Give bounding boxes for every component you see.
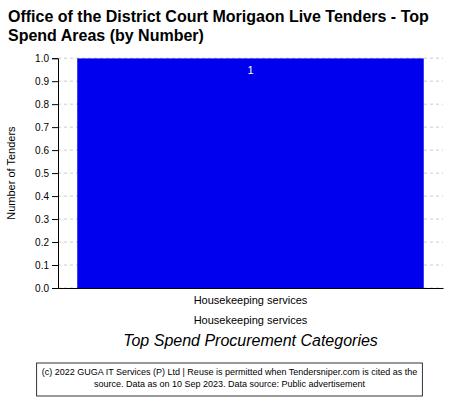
tick: 1.0 bbox=[35, 53, 58, 64]
tick-label: 0.1 bbox=[35, 260, 49, 271]
tick-mark bbox=[52, 127, 58, 128]
tick: 0.5 bbox=[35, 168, 58, 179]
tick: 0.1 bbox=[35, 260, 58, 271]
tick-label: 0.0 bbox=[35, 283, 49, 294]
tick-label: 1.0 bbox=[35, 53, 49, 64]
tick-mark bbox=[52, 288, 58, 289]
tick: 0.9 bbox=[35, 76, 58, 87]
axis-domain bbox=[59, 288, 444, 289]
category-annotation: Housekeeping services bbox=[194, 314, 308, 326]
footnote-box bbox=[37, 363, 423, 396]
data-label: 1 bbox=[247, 64, 253, 76]
tick: 0.6 bbox=[35, 145, 58, 156]
x-axis: Housekeeping services bbox=[59, 289, 444, 306]
tick-mark bbox=[52, 242, 58, 243]
y-axis: 0.0 0.1 0.2 0.3 0.4 0.5 0.6 0.7 0.8 0.9 1.0 bbox=[35, 53, 58, 294]
footnote: (c) 2022 GUGA IT Services (P) Ltd | Reus… bbox=[37, 363, 423, 396]
tick-mark bbox=[52, 219, 58, 220]
tick-label: Housekeeping services bbox=[194, 294, 308, 306]
grid bbox=[58, 58, 443, 288]
tick: 0.4 bbox=[35, 191, 58, 202]
x-axis-title: Top Spend Procurement Categories bbox=[123, 332, 378, 349]
tick-label: 0.4 bbox=[35, 191, 49, 202]
tick: 0.3 bbox=[35, 214, 58, 225]
tick-label: 0.9 bbox=[35, 76, 49, 87]
bar bbox=[77, 58, 424, 288]
tick: 0.7 bbox=[35, 122, 58, 133]
tick: 0.8 bbox=[35, 99, 58, 110]
tick-label: 0.8 bbox=[35, 99, 49, 110]
tick-label: 0.2 bbox=[35, 237, 49, 248]
chart: Office of the District Court Morigaon Li… bbox=[0, 0, 459, 400]
tick-label: 0.7 bbox=[35, 122, 49, 133]
tick: 0.0 bbox=[35, 283, 58, 294]
tick-mark bbox=[52, 150, 58, 151]
plot: 0.0 0.1 0.2 0.3 0.4 0.5 0.6 0.7 0.8 0.9 1.0 Houseke… bbox=[35, 53, 443, 306]
tick-label: 0.6 bbox=[35, 145, 49, 156]
footnote-line: source. Data as on 10 Sep 2023. Data sou… bbox=[94, 379, 366, 389]
tick-mark bbox=[52, 265, 58, 266]
tick-mark bbox=[52, 104, 58, 105]
footnote-line: (c) 2022 GUGA IT Services (P) Ltd | Reus… bbox=[42, 367, 418, 377]
tick-mark bbox=[52, 173, 58, 174]
tick: 0.2 bbox=[35, 237, 58, 248]
bars bbox=[77, 58, 424, 288]
title: Office of the District Court Morigaon Li… bbox=[8, 8, 429, 44]
tick-label: 0.3 bbox=[35, 214, 49, 225]
tick-mark bbox=[52, 81, 58, 82]
y-axis-title: Number of Tenders bbox=[5, 126, 17, 220]
tick-mark bbox=[52, 196, 58, 197]
data-labels: 1 bbox=[247, 64, 253, 76]
tick: Housekeeping services bbox=[194, 294, 308, 306]
tick-label: 0.5 bbox=[35, 168, 49, 179]
axis-domain bbox=[52, 59, 59, 289]
tick-mark bbox=[52, 58, 58, 59]
